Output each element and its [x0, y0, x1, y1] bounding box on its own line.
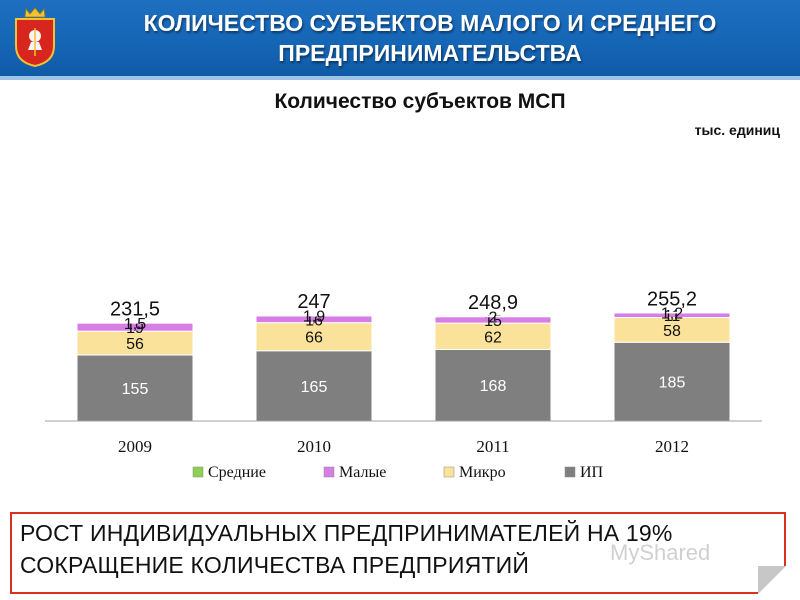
- data-label-2009-small: 19: [126, 320, 144, 337]
- x-tick-label-2011: 2011: [476, 437, 509, 456]
- x-tick-label-2009: 2009: [118, 437, 152, 456]
- data-label-2011-medium: 2: [489, 309, 498, 326]
- total-label-2012: 255,2: [647, 288, 697, 310]
- legend-swatch-1: [323, 466, 335, 478]
- data-label-2012-medium: 1,2: [661, 306, 683, 323]
- data-label-2011-micro: 62: [484, 329, 502, 346]
- slide-title: КОЛИЧЕСТВО СУБЪЕКТОВ МАЛОГО И СРЕДНЕГО П…: [70, 8, 790, 68]
- slide-header: [0, 0, 800, 76]
- legend-swatch-0: [192, 466, 204, 478]
- x-tick-label-2010: 2010: [297, 437, 331, 456]
- data-label-2010-micro: 66: [305, 330, 323, 347]
- data-label-2009-ip: 155: [122, 381, 149, 398]
- legend: Средние Малые Микро ИП: [192, 464, 604, 481]
- x-tick-label-2012: 2012: [655, 437, 689, 456]
- slide-title-line-1: КОЛИЧЕСТВО СУБЪЕКТОВ МАЛОГО И СРЕДНЕГО: [143, 10, 717, 36]
- slide-title-line-2: ПРЕДПРИНИМАТЕЛЬСТВА: [278, 40, 582, 66]
- legend-label-1: Малые: [339, 464, 386, 481]
- conclusion-line-2: СОКРАЩЕНИЕ КОЛИЧЕСТВА ПРЕДПРИЯТИЙ: [20, 552, 530, 578]
- bar-segment-2009-ip: [76, 354, 194, 422]
- moscow-oblast-coat-of-arms-icon: [15, 7, 55, 68]
- stacked-bar-chart: Количество субъектов МСП тыс. единиц 155…: [45, 90, 781, 481]
- bar-segment-2009-medium: [76, 321, 194, 324]
- bar-segment-2011-medium: [434, 315, 552, 318]
- conclusion-line-1: РОСТ ИНДИВИДУАЛЬНЫХ ПРЕДПРИНИМАТЕЛЕЙ НА …: [20, 520, 673, 546]
- bar-segment-2011-micro: [434, 322, 552, 350]
- bar-segment-2012-micro: [613, 317, 731, 343]
- legend-label-0: Средние: [208, 464, 266, 481]
- bars-group: 15556191,5231,516566161,924716862152248,…: [76, 288, 731, 422]
- chart-title: Количество субъектов МСП: [274, 90, 565, 113]
- legend-swatch-3: [564, 466, 576, 478]
- data-label-2009-medium: 1,5: [124, 316, 146, 333]
- data-label-2010-ip: 165: [301, 379, 328, 396]
- data-label-2012-micro: 58: [663, 323, 681, 340]
- data-label-2011-ip: 168: [480, 378, 507, 395]
- x-axis-ticks: 2009 2010 2011 2012: [118, 437, 689, 456]
- total-label-2011: 248,9: [468, 292, 518, 314]
- data-label-2010-small: 16: [305, 312, 323, 329]
- header-divider: [0, 76, 800, 80]
- data-label-2009-micro: 56: [126, 336, 144, 353]
- legend-label-2: Микро: [459, 464, 506, 481]
- data-label-2010-medium: 1,9: [303, 308, 325, 325]
- bar-segment-2010-medium: [255, 314, 373, 317]
- total-label-2010: 247: [297, 291, 330, 313]
- legend-swatch-2: [443, 466, 455, 478]
- total-label-2009: 231,5: [110, 298, 160, 320]
- watermark: MyShared: [610, 540, 711, 565]
- chart-units-label: тыс. единиц: [695, 122, 781, 138]
- legend-label-3: ИП: [580, 464, 604, 481]
- bar-segment-2010-micro: [255, 322, 373, 352]
- bar-segment-2012-ip: [613, 341, 731, 422]
- conclusion-box: РОСТ ИНДИВИДУАЛЬНЫХ ПРЕДПРИНИМАТЕЛЕЙ НА …: [10, 512, 786, 594]
- bar-segment-2011-ip: [434, 348, 552, 422]
- bar-segment-2012-medium: [613, 311, 731, 314]
- page-curl-decoration: [758, 566, 786, 594]
- data-label-2012-ip: 185: [659, 375, 686, 392]
